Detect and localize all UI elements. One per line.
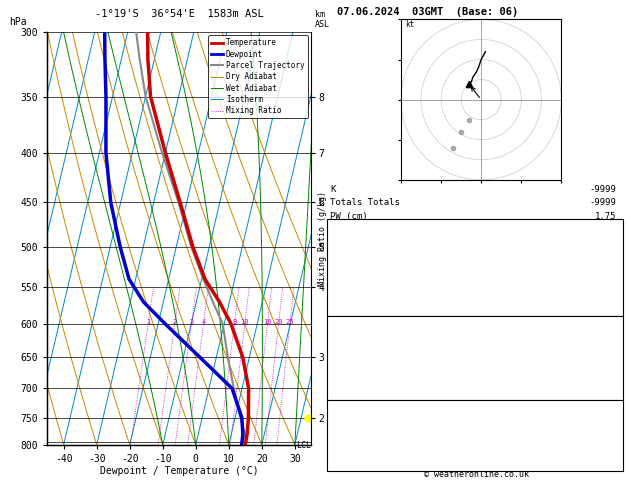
Text: 20: 20 [274,319,282,325]
Text: 2: 2 [172,319,177,325]
Text: 5: 5 [611,455,616,464]
Text: 0: 0 [611,371,616,380]
X-axis label: Dewpoint / Temperature (°C): Dewpoint / Temperature (°C) [100,467,259,476]
Text: θₑ (K): θₑ (K) [330,344,362,353]
Text: 142°: 142° [595,441,616,451]
Text: kt: kt [405,20,415,30]
Legend: Temperature, Dewpoint, Parcel Trajectory, Dry Adiabat, Wet Adiabat, Isotherm, Mi: Temperature, Dewpoint, Parcel Trajectory… [208,35,308,118]
Text: 1.75: 1.75 [595,212,616,221]
Text: 8: 8 [232,319,237,325]
Text: -1°19'S  36°54'E  1583m ASL: -1°19'S 36°54'E 1583m ASL [95,9,264,19]
Text: Most Unstable: Most Unstable [442,316,511,326]
Text: 3: 3 [189,319,193,325]
Text: CAPE (J): CAPE (J) [330,287,373,296]
Text: Totals Totals: Totals Totals [330,198,400,208]
Text: 4: 4 [201,319,206,325]
Text: EH: EH [330,414,341,423]
Text: K: K [330,185,336,194]
Text: PW (cm): PW (cm) [330,212,368,221]
Text: -0: -0 [606,414,616,423]
Text: 4: 4 [611,428,616,437]
Text: 337: 337 [600,260,616,269]
Text: Lifted Index: Lifted Index [330,357,395,366]
Text: km
ASL: km ASL [314,10,330,29]
Text: Pressure (mb): Pressure (mb) [330,330,400,339]
Text: Surface: Surface [458,219,495,228]
Text: StmDir: StmDir [330,441,362,451]
Text: SREH: SREH [330,428,352,437]
Text: 15: 15 [606,232,616,242]
Text: LCL: LCL [296,441,311,450]
Text: 16: 16 [263,319,272,325]
Text: 340: 340 [600,344,616,353]
Text: CAPE (J): CAPE (J) [330,371,373,380]
Text: 4: 4 [611,273,616,282]
Text: CIN (J): CIN (J) [330,300,368,310]
Text: 1: 1 [146,319,150,325]
Text: 25: 25 [286,319,294,325]
Text: Temp (°C): Temp (°C) [330,232,379,242]
Text: -9999: -9999 [589,198,616,208]
Text: CIN (J): CIN (J) [330,384,368,394]
Text: -9999: -9999 [589,185,616,194]
Text: Lifted Index: Lifted Index [330,273,395,282]
Text: 07.06.2024  03GMT  (Base: 06): 07.06.2024 03GMT (Base: 06) [337,7,518,17]
Text: hPa: hPa [9,17,27,27]
Text: 10: 10 [240,319,249,325]
Text: 13.9: 13.9 [595,246,616,255]
Text: Dewp (°C): Dewp (°C) [330,246,379,255]
Text: © weatheronline.co.uk: © weatheronline.co.uk [424,469,529,479]
Text: 800: 800 [600,330,616,339]
Text: θₑ(K): θₑ(K) [330,260,357,269]
Text: Hodograph: Hodograph [452,400,501,410]
Text: 0: 0 [611,287,616,296]
Text: 2: 2 [611,357,616,366]
Text: Mixing Ratio (g/kg): Mixing Ratio (g/kg) [318,191,326,286]
Text: StmSpd (kt): StmSpd (kt) [330,455,389,464]
Text: 0: 0 [611,300,616,310]
Text: 0: 0 [611,384,616,394]
